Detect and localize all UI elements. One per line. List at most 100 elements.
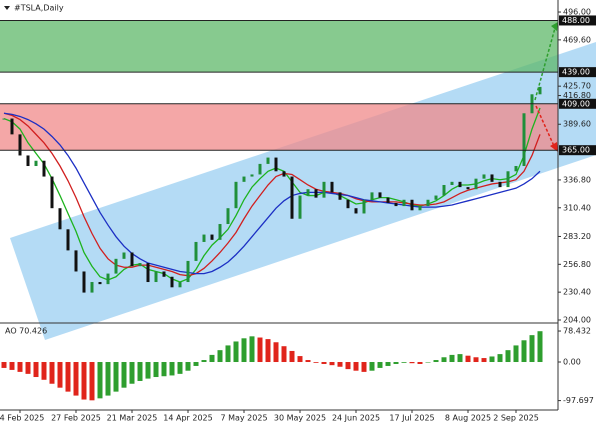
- ao-bar: [409, 362, 415, 364]
- moving-average: [3, 107, 541, 283]
- ao-bar: [81, 362, 87, 400]
- ao-bar: [9, 362, 15, 370]
- candle: [442, 184, 446, 196]
- ao-bar: [41, 362, 47, 380]
- candle: [50, 176, 54, 209]
- ao-bar: [121, 362, 127, 388]
- candle: [514, 166, 518, 172]
- candle: [290, 176, 294, 219]
- y-tick-label: 416.80: [563, 91, 591, 100]
- ao-bar: [209, 354, 215, 363]
- x-tick-label: 24 Jun 2025: [332, 414, 380, 423]
- candle: [522, 113, 526, 167]
- ao-bar: [177, 362, 183, 374]
- candle: [386, 197, 390, 203]
- price-zone: [0, 20, 558, 73]
- candle: [394, 202, 398, 207]
- y-tick-label: 496.00: [563, 8, 591, 17]
- level-label: 488.00: [562, 16, 590, 25]
- candle: [498, 181, 502, 188]
- x-tick-label: 14 Apr 2025: [163, 414, 212, 423]
- down-arrow-head: [550, 142, 558, 152]
- candle: [482, 174, 486, 179]
- ao-bar: [521, 340, 527, 363]
- candle: [338, 192, 342, 200]
- candle: [450, 181, 454, 185]
- ao-bar: [337, 362, 343, 367]
- candle: [250, 174, 254, 177]
- candle: [346, 199, 350, 209]
- price-zone: [0, 103, 558, 151]
- ao-bar: [257, 337, 263, 363]
- ao-bar: [393, 362, 399, 364]
- candle: [322, 181, 326, 198]
- ao-bar: [33, 362, 39, 378]
- candle: [314, 189, 318, 198]
- ao-bar: [265, 339, 271, 363]
- candle: [458, 181, 462, 188]
- last-price-label: 425.70: [563, 82, 591, 91]
- ao-bar: [169, 362, 175, 376]
- chart-title: #TSLA,Daily: [14, 4, 64, 13]
- ao-bar: [425, 362, 431, 363]
- ao-bar: [113, 362, 119, 392]
- ao-bar: [353, 362, 359, 371]
- ao-bar: [193, 362, 199, 366]
- ao-y-tick-label: 78.432: [563, 327, 591, 336]
- candle: [186, 260, 190, 283]
- candle: [226, 208, 230, 225]
- plot-layer: [0, 20, 558, 293]
- candle: [10, 118, 14, 135]
- level-label: 365.00: [562, 146, 590, 155]
- ao-bar: [313, 362, 319, 363]
- ao-title: AO 70.426: [5, 327, 47, 336]
- candle: [138, 263, 142, 267]
- candle: [506, 171, 510, 188]
- ao-bar: [361, 362, 367, 372]
- ao-bar: [281, 346, 287, 363]
- candle: [42, 160, 46, 177]
- ao-bar: [105, 362, 111, 396]
- ao-bar: [273, 342, 279, 363]
- y-tick-label: 283.20: [563, 232, 591, 241]
- candle: [298, 195, 302, 219]
- candle: [106, 273, 110, 285]
- ao-bar: [529, 335, 535, 363]
- candle: [98, 282, 102, 285]
- ao-bar: [401, 362, 407, 363]
- candle: [58, 208, 62, 230]
- ao-bar: [417, 362, 423, 364]
- ao-bar: [233, 341, 239, 363]
- candle: [330, 181, 334, 193]
- ao-bar: [97, 362, 103, 399]
- ao-bar: [161, 362, 167, 377]
- ao-bar: [185, 362, 191, 371]
- ao-bar: [497, 354, 503, 363]
- candle: [378, 192, 382, 198]
- candle: [146, 263, 150, 283]
- candle: [418, 206, 422, 211]
- ao-bar: [17, 362, 23, 372]
- candle: [282, 171, 286, 177]
- ao-bar: [489, 356, 495, 363]
- candle: [202, 234, 206, 242]
- ao-bar: [25, 362, 31, 374]
- ao-y-tick-label: -97.697: [563, 396, 594, 405]
- candle: [170, 276, 174, 288]
- candle: [18, 134, 22, 156]
- ao-bar: [137, 362, 143, 381]
- ao-bar: [65, 362, 71, 392]
- level-label-box: [559, 145, 596, 156]
- moving-average: [3, 112, 541, 277]
- candle: [490, 174, 494, 182]
- y-tick-label: 389.60: [563, 120, 591, 129]
- candle: [74, 250, 78, 272]
- ao-bar: [289, 350, 295, 363]
- ao-bar: [537, 331, 543, 363]
- ao-bar: [377, 362, 383, 368]
- up-arrow-head: [551, 22, 558, 31]
- y-tick-label: 256.80: [563, 260, 591, 269]
- down-arrow: [535, 105, 555, 147]
- ao-bar: [513, 345, 519, 363]
